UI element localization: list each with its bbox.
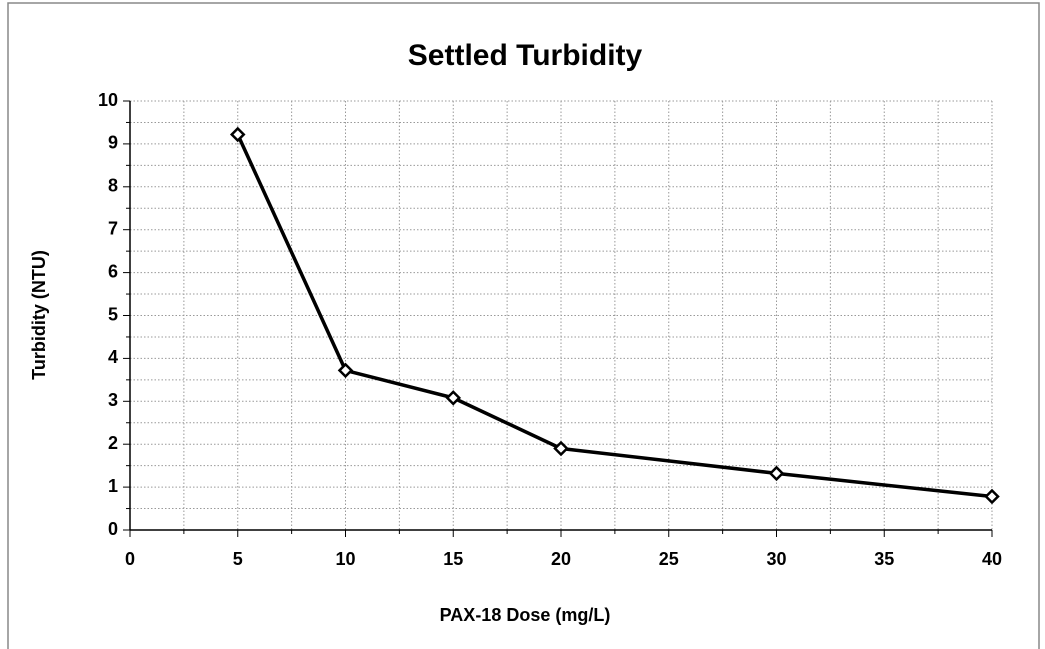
y-tick-label: 5 — [108, 304, 118, 324]
y-tick-label: 2 — [108, 433, 118, 453]
marker — [445, 390, 462, 406]
x-tick-label: 35 — [874, 549, 894, 569]
line — [236, 133, 993, 499]
y-tick-label: 10 — [98, 90, 118, 110]
y-tick-label: 7 — [108, 218, 118, 238]
marker — [768, 465, 785, 482]
x-tick-label: 20 — [551, 549, 571, 569]
y-tick-label: 9 — [108, 133, 118, 153]
marker — [337, 362, 354, 379]
y-tick-label: 8 — [108, 176, 118, 196]
x-tick-label: 40 — [982, 549, 1002, 569]
chart-title: Settled Turbidity — [408, 39, 643, 72]
x-tick-label: 5 — [233, 549, 243, 569]
y-tick-label: 3 — [108, 390, 118, 410]
marker — [229, 126, 246, 143]
x-tick-label: 0 — [125, 549, 135, 569]
chart-frame — [7, 2, 1040, 649]
x-tick-label: 30 — [766, 549, 786, 569]
y-axis-label: Turbidity (NTU) — [29, 250, 49, 380]
marker — [984, 488, 1000, 505]
x-tick-label: 25 — [659, 549, 679, 569]
x-tick-label: 15 — [443, 549, 463, 569]
y-tick-label: 1 — [108, 476, 118, 496]
x-axis-label: PAX-18 Dose (mg/L) — [440, 605, 611, 625]
x-tick-label: 10 — [335, 549, 355, 569]
y-tick-label: 6 — [108, 261, 118, 281]
y-tick-label: 0 — [108, 519, 118, 539]
marker — [553, 440, 569, 457]
y-tick-label: 4 — [108, 347, 118, 367]
